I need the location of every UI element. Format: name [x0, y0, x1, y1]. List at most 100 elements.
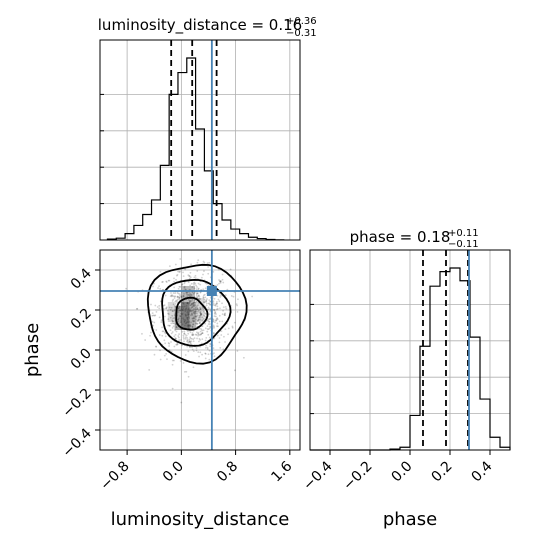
scatter-point — [183, 332, 186, 335]
scatter-point — [199, 298, 201, 300]
scatter-point — [181, 344, 184, 347]
scatter-point — [174, 295, 177, 298]
scatter-point — [160, 319, 163, 322]
scatter-point — [201, 332, 204, 334]
scatter-point — [193, 283, 195, 286]
scatter-point — [190, 313, 193, 316]
scatter-point — [191, 319, 194, 322]
scatter-point — [208, 336, 211, 339]
scatter-point — [204, 339, 207, 342]
scatter-point — [177, 292, 180, 295]
scatter-point — [186, 293, 188, 296]
scatter-point — [174, 337, 177, 339]
scatter-point — [203, 270, 205, 272]
scatter-point — [125, 287, 128, 290]
scatter-point — [200, 313, 203, 316]
scatter-point — [206, 262, 209, 265]
scatter-point — [198, 334, 201, 336]
scatter-point — [196, 261, 199, 264]
scatter-point — [219, 346, 222, 349]
scatter-point — [177, 318, 179, 321]
scatter-point — [172, 325, 175, 328]
scatter-point — [158, 304, 161, 307]
scatter-point — [207, 265, 210, 268]
scatter-point — [224, 306, 227, 308]
scatter-point — [159, 300, 162, 303]
scatter-point — [223, 313, 226, 316]
scatter-point — [165, 307, 168, 310]
scatter-point — [182, 271, 184, 274]
scatter-point — [214, 311, 217, 313]
scatter-point — [169, 295, 172, 298]
scatter-point — [227, 327, 230, 330]
scatter-point — [202, 296, 205, 298]
scatter-point — [173, 317, 176, 319]
scatter-point — [201, 316, 204, 319]
scatter-point — [177, 335, 180, 337]
scatter-point — [189, 331, 192, 334]
scatter-point — [233, 369, 236, 372]
scatter-point — [191, 348, 194, 351]
scatter-point — [213, 308, 216, 311]
scatter-point — [191, 334, 194, 337]
scatter-point — [204, 352, 207, 355]
scatter-ytick-label-0: −0.4 — [59, 425, 94, 460]
scatter-point — [188, 341, 191, 344]
scatter-point — [196, 307, 199, 310]
scatter-point — [195, 322, 197, 325]
scatter-point — [236, 350, 239, 352]
scatter-point — [204, 301, 206, 303]
scatter-point — [209, 318, 212, 321]
scatter-point — [193, 312, 195, 315]
scatter-point — [206, 328, 209, 330]
scatter-point — [209, 325, 211, 328]
scatter-point — [192, 292, 195, 295]
scatter-point — [201, 338, 204, 341]
scatter-point — [161, 326, 164, 329]
scatter-point — [205, 300, 208, 302]
scatter-point — [189, 324, 192, 327]
scatter-point — [218, 314, 221, 317]
scatter-point — [159, 358, 162, 361]
scatter-point — [183, 286, 186, 289]
scatter-point — [193, 276, 196, 279]
scatter-point — [168, 345, 171, 347]
scatter-point — [187, 274, 190, 277]
scatter-point — [182, 275, 185, 278]
scatter-point — [200, 314, 202, 316]
scatter-point — [207, 302, 210, 305]
luminosity-distance-lower-error: −0.31 — [286, 28, 317, 39]
scatter-point — [206, 346, 209, 349]
density-block-2 — [181, 302, 190, 330]
scatter-point — [183, 332, 186, 335]
phase-vs-luminosity-distance-panel: −0.8 0.0 0.8 1.6 −0.4 −0.2 0.0 0.2 0.4 luminosi… — [22, 249, 301, 530]
scatter-point — [221, 278, 224, 281]
scatter-point — [192, 302, 195, 305]
scatter-point — [172, 292, 175, 294]
scatter-point — [190, 282, 193, 285]
scatter-point — [193, 305, 195, 308]
scatter-point — [189, 299, 191, 302]
scatter-point — [166, 309, 169, 312]
scatter-point — [207, 323, 210, 325]
scatter-point — [192, 333, 194, 336]
scatter-point — [213, 304, 216, 307]
scatter-point — [179, 270, 181, 273]
density-block-1 — [174, 306, 182, 330]
scatter-point — [152, 285, 154, 288]
scatter-point — [189, 337, 192, 340]
scatter-point — [206, 348, 209, 350]
scatter-point — [213, 337, 216, 340]
scatter-point — [178, 333, 180, 335]
scatter-point — [188, 340, 191, 343]
scatter-point — [214, 311, 216, 314]
scatter-point — [163, 331, 166, 334]
scatter-point — [186, 330, 189, 333]
scatter-point — [182, 337, 185, 340]
scatter-point — [184, 333, 187, 336]
scatter-point — [148, 369, 151, 371]
luminosity-distance-title: luminosity_distance = 0.16 — [98, 16, 302, 35]
scatter-point — [191, 312, 193, 315]
scatter-point — [177, 295, 180, 298]
